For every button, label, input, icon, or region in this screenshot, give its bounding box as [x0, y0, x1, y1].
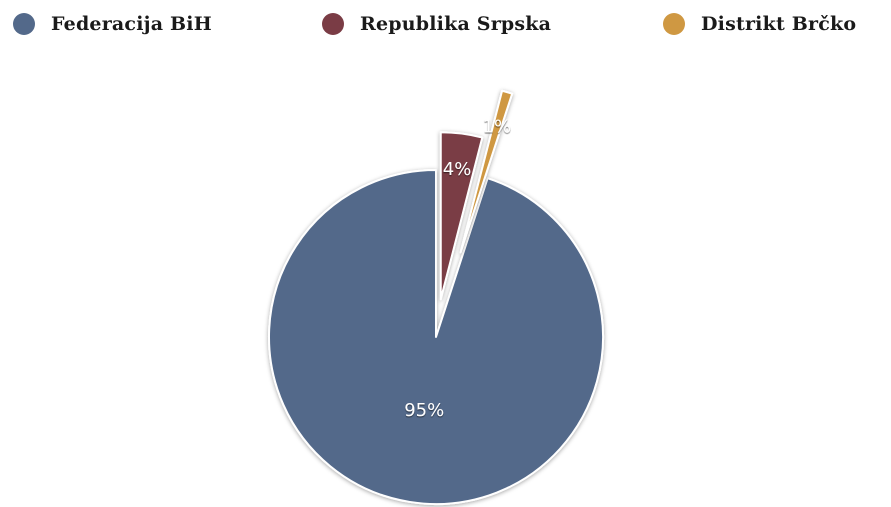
data-label-republika-srpska: 4%	[443, 159, 472, 180]
legend-item-republika-srpska: Republika Srpska	[322, 11, 551, 37]
legend-swatch-distrikt-brcko	[663, 13, 685, 35]
legend-item-distrikt-brcko: Distrikt Brčko	[663, 11, 856, 37]
pie-slice-distrikt-brcko	[459, 89, 514, 254]
legend-swatch-republika-srpska	[322, 13, 344, 35]
pie-data-labels: 95% 4% 1%	[404, 116, 511, 421]
pie-slices	[268, 89, 604, 505]
data-label-federacija: 95%	[404, 400, 444, 421]
pie-slice-federacija	[268, 169, 604, 505]
legend-label-distrikt-brcko: Distrikt Brčko	[701, 13, 857, 35]
pie-slice-republika-srpska	[439, 131, 484, 301]
legend-swatch-federacija	[13, 13, 35, 35]
chart-legend: Federacija BiH Republika Srpska Distrikt…	[0, 0, 891, 50]
legend-label-republika-srpska: Republika Srpska	[360, 13, 552, 35]
legend-label-federacija: Federacija BiH	[51, 13, 212, 35]
data-label-distrikt-brcko: 1%	[483, 116, 512, 137]
legend-item-federacija: Federacija BiH	[13, 11, 212, 37]
